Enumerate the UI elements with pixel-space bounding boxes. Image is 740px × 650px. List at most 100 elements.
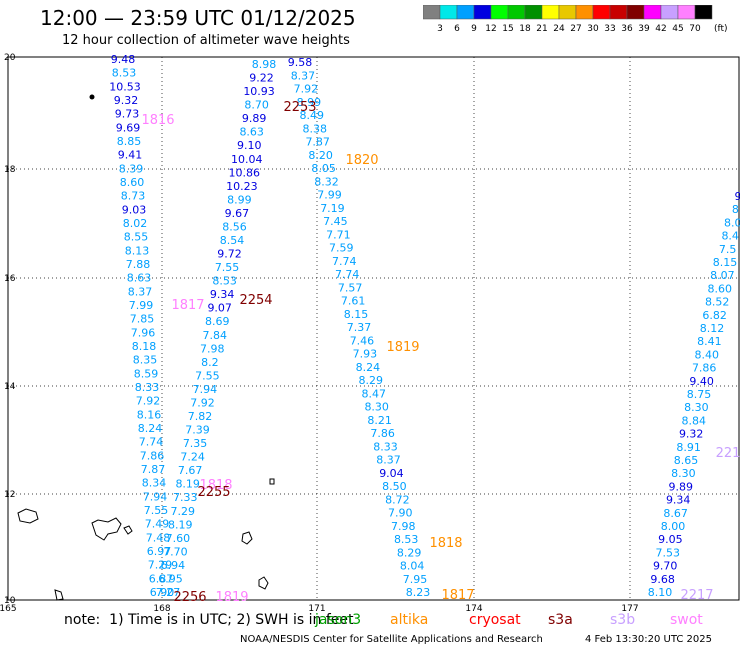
swh-value-label: 8.98 <box>252 58 277 71</box>
swh-value-label: 6.82 <box>702 309 727 322</box>
swh-value-label: 7.61 <box>341 295 366 308</box>
swh-value-label: 7.93 <box>353 348 378 361</box>
swh-value-label: 6.94 <box>161 559 186 572</box>
swh-value-label: 8.41 <box>697 335 722 348</box>
swh-value-label: 8.53 <box>212 275 237 288</box>
swh-value-label: 7.74 <box>139 436 164 449</box>
footer-credit: NOAA/NESDIS Center for Satellite Applica… <box>240 634 543 645</box>
swh-value-label: 8.15 <box>713 256 738 269</box>
swh-value-label: 7.27 <box>156 586 181 599</box>
pass-time-label: 2253 <box>283 100 316 115</box>
swh-value-label: 9.72 <box>217 248 242 261</box>
colorbar-tick-label: 70 <box>689 24 701 33</box>
y-tick-label: 20 <box>4 53 16 63</box>
satellite-legend-altika: altika <box>390 612 429 628</box>
swh-value-label: 7.92 <box>294 83 319 96</box>
swh-value-label: 8.70 <box>244 99 269 112</box>
swh-value-label: 8.59 <box>134 367 159 380</box>
pass-time-label: 1819 <box>386 340 419 355</box>
colorbar-tick-label: 12 <box>485 24 496 33</box>
swh-value-label: 7.33 <box>173 491 198 504</box>
swh-track-0: 9.488.5310.539.329.739.698.859.418.398.6… <box>109 53 174 599</box>
swh-value-label: 9.48 <box>111 53 136 66</box>
swh-value-label: 9.34 <box>210 288 235 301</box>
x-tick-label: 165 <box>0 604 17 614</box>
island-outline <box>269 478 275 485</box>
swh-track-1: 8.989.2210.938.709.898.639.1010.0410.861… <box>156 58 277 599</box>
swh-value-label: 7.87 <box>305 136 330 149</box>
pass-time-label: 1817 <box>441 588 474 603</box>
swh-value-label: 7.99 <box>129 299 154 312</box>
swh-value-label: 7.19 <box>320 202 345 215</box>
swh-value-label: 7.86 <box>140 449 165 462</box>
swh-value-label: 9.32 <box>679 428 704 441</box>
swh-value-label: 6.97 <box>147 545 172 558</box>
swh-value-label: 8.60 <box>708 282 733 295</box>
swh-value-label: 10.23 <box>226 180 258 193</box>
swh-value-label: 7.87 <box>141 463 166 476</box>
swh-value-label: 9.73 <box>115 108 140 121</box>
swh-value-label: 8.99 <box>297 96 322 109</box>
colorbar-tick-label: 21 <box>536 24 547 33</box>
swh-value-label: 9.68 <box>650 573 675 586</box>
pass-time-label: 2256 <box>173 590 206 605</box>
pass-time-label: 2254 <box>239 293 272 308</box>
swh-value-label: 8.2 <box>201 356 219 369</box>
swh-value-label: 9.69 <box>116 121 141 134</box>
swh-value-label: 8.52 <box>705 296 730 309</box>
x-tick-label: 168 <box>153 604 170 614</box>
swh-value-label: 7.99 <box>317 189 342 202</box>
swh-value-label: 7.24 <box>180 451 205 464</box>
swh-value-label: 8.24 <box>138 422 163 435</box>
colorbar-unit-label: (ft) <box>714 24 728 33</box>
swh-value-label: 7.57 <box>338 281 363 294</box>
swh-value-label: 8.69 <box>205 315 230 328</box>
island-outline <box>17 508 39 524</box>
swh-value-label: 7.70 <box>163 545 188 558</box>
swh-value-label: 9.70 <box>653 560 678 573</box>
swh-value-label: 10.93 <box>243 85 275 98</box>
island-outline <box>91 517 122 541</box>
swh-value-label: 8.23 <box>406 586 431 599</box>
swh-value-label: 9.58 <box>288 56 313 69</box>
pass-time-label: 1818 <box>429 536 462 551</box>
satellite-legend-s3b: s3b <box>610 612 636 628</box>
colorbar-tick-label: 33 <box>604 24 615 33</box>
swh-value-label: 8.29 <box>397 546 422 559</box>
page-title: 12:00 — 23:59 UTC 01/12/2025 <box>40 6 356 30</box>
colorbar-tick-label: 9 <box>471 24 477 33</box>
colorbar-tick-label: 24 <box>553 24 565 33</box>
swh-value-label: 7.48 <box>146 531 171 544</box>
swh-value-label: 7.84 <box>203 329 228 342</box>
swh-value-label: 7.92 <box>136 395 161 408</box>
swh-value-label: 8.18 <box>132 340 157 353</box>
swh-value-label: 7.46 <box>350 334 375 347</box>
swh-value-label: 8.63 <box>127 272 152 285</box>
swh-value-label: 7.82 <box>188 410 213 423</box>
swh-value-label: 7.74 <box>332 255 357 268</box>
wave-height-colorbar: 3 6 9 12 15 18 21 24 27 30 33 36 39 42 45 70 (ft) <box>423 5 728 33</box>
swh-value-label: 7.5 <box>719 243 737 256</box>
colorbar-tick-label: 30 <box>587 24 599 33</box>
swh-value-label: 8.55 <box>124 231 149 244</box>
y-tick-label: 14 <box>4 382 16 392</box>
swh-value-label: 9 <box>735 190 740 203</box>
pass-time-label: 1817 <box>171 298 204 313</box>
swh-value-label: 8.30 <box>364 401 389 414</box>
swh-value-label: 9.10 <box>237 139 262 152</box>
swh-value-label: 7.39 <box>185 424 210 437</box>
pass-time-label: 2255 <box>197 485 230 500</box>
swh-value-label: 6.87 <box>149 572 174 585</box>
swh-value-label: 7.98 <box>200 342 225 355</box>
pass-time-label: 1819 <box>215 590 248 605</box>
swh-value-label: 7.49 <box>145 518 170 531</box>
swh-value-label: 8.34 <box>142 477 167 490</box>
swh-value-label: 7.90 <box>388 507 413 520</box>
swh-value-label: 8.20 <box>308 149 333 162</box>
colorbar-tick-label: 36 <box>621 24 633 33</box>
swh-value-label: 10.53 <box>109 80 141 93</box>
swh-value-label: 7.55 <box>195 369 220 382</box>
swh-value-label: 7.86 <box>692 362 717 375</box>
satellite-legend-cryosat: cryosat <box>469 612 521 628</box>
swh-value-label: 9.41 <box>118 149 143 162</box>
